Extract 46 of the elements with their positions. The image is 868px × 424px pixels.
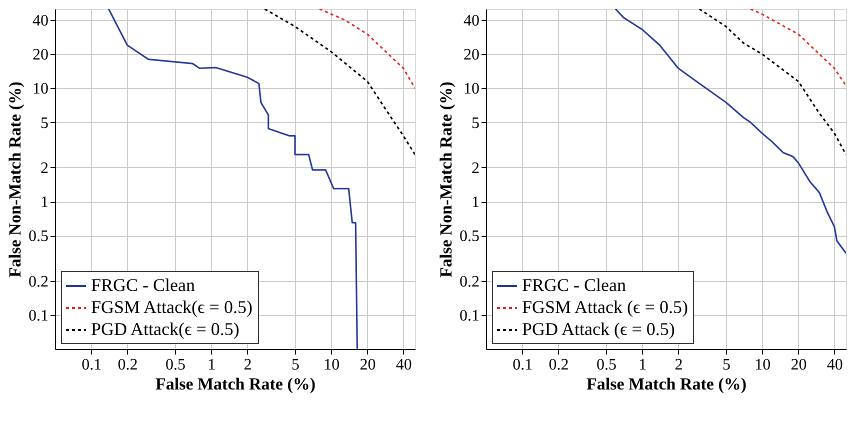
x-tick-label: 1 bbox=[208, 356, 216, 374]
y-tick-label: 20 bbox=[32, 46, 48, 64]
y-tick-label: 2 bbox=[472, 160, 480, 177]
y-tick-label: 0.2 bbox=[28, 273, 48, 290]
legend-label: FGSM Attack (ϵ = 0.5) bbox=[522, 297, 688, 317]
y-tick-label: 0.1 bbox=[28, 307, 48, 324]
x-tick-label: 5 bbox=[292, 356, 300, 374]
x-tick-label: 10 bbox=[754, 356, 771, 374]
x-tick-label: 5 bbox=[722, 356, 730, 374]
x-tick-label: 0.2 bbox=[548, 356, 569, 374]
x-tick-label: 1 bbox=[638, 356, 647, 374]
y-tick-label: 0.5 bbox=[28, 228, 48, 246]
x-tick-label: 20 bbox=[790, 356, 807, 374]
x-tick-label: 0.5 bbox=[596, 356, 616, 374]
y-tick-label: 40 bbox=[464, 12, 480, 30]
y-tick-label: 5 bbox=[40, 114, 48, 132]
x-tick-label: 2 bbox=[674, 356, 683, 374]
y-tick-label: 5 bbox=[472, 114, 480, 132]
legend-label: FRGC - Clean bbox=[522, 275, 626, 295]
y-tick-label: 1 bbox=[472, 194, 480, 212]
x-axis-title: False Match Rate (%) bbox=[155, 374, 316, 394]
x-tick-label: 40 bbox=[396, 356, 412, 374]
legend-label: FRGC - Clean bbox=[91, 275, 196, 295]
y-axis-title: False Non-Match Rate (%) bbox=[6, 82, 24, 278]
x-tick-label: 0.1 bbox=[512, 356, 533, 374]
y-tick-label: 10 bbox=[464, 80, 480, 98]
x-axis-title: False Match Rate (%) bbox=[586, 374, 747, 394]
legend-label: FGSM Attack(ϵ = 0.5) bbox=[91, 297, 252, 317]
x-tick-label: 40 bbox=[826, 356, 843, 374]
y-tick-label: 10 bbox=[32, 80, 48, 98]
y-tick-label: 2 bbox=[40, 160, 48, 177]
x-tick-label: 0.5 bbox=[166, 356, 186, 374]
y-tick-label: 20 bbox=[464, 46, 480, 64]
x-tick-label: 20 bbox=[360, 356, 376, 374]
x-tick-label: 0.2 bbox=[118, 356, 138, 374]
y-tick-label: 1 bbox=[40, 194, 48, 212]
y-tick-label: 0.1 bbox=[460, 307, 480, 324]
legend-label: PGD Attack (ϵ = 0.5) bbox=[522, 319, 675, 339]
legend-label: PGD Attack(ϵ = 0.5) bbox=[91, 319, 240, 339]
y-axis-title: False Non-Match Rate (%) bbox=[436, 82, 456, 278]
y-tick-label: 0.2 bbox=[460, 273, 480, 290]
y-tick-label: 40 bbox=[32, 12, 48, 30]
y-tick-label: 0.5 bbox=[460, 228, 480, 246]
x-tick-label: 10 bbox=[324, 356, 340, 374]
x-tick-label: 0.1 bbox=[82, 356, 102, 374]
x-tick-label: 2 bbox=[244, 356, 252, 374]
